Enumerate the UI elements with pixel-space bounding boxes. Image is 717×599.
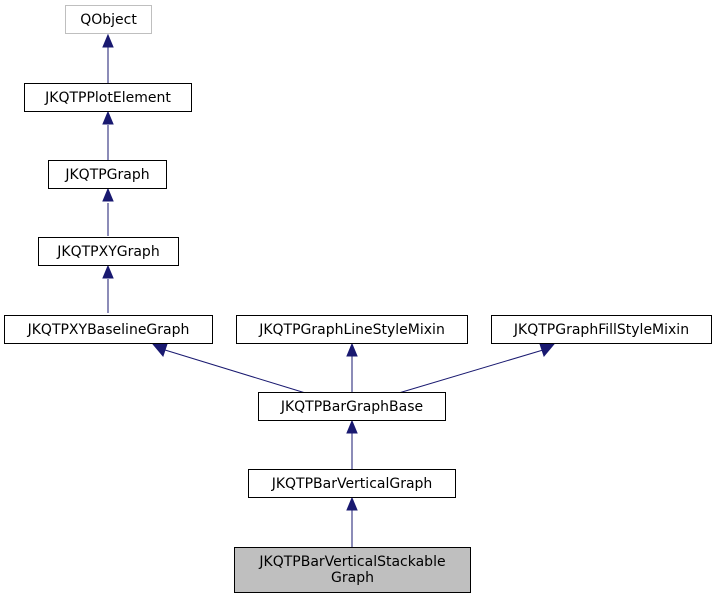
edge-bargraphbase-to-fillstyle [391, 349, 544, 396]
arrowhead-to-bargraphbase [346, 419, 358, 434]
class-node-stackable-label-line1: JKQTPBarVerticalStackable [259, 554, 446, 570]
edge-bargraphbase-to-xybaseline [164, 349, 313, 396]
arrowhead-to-xybaseline [151, 343, 168, 358]
arrowhead-to-xygraph [102, 264, 114, 279]
class-node-qobject: QObject [65, 5, 152, 34]
class-node-qobject-label: QObject [80, 11, 137, 28]
class-node-stackable-label-line2: Graph [331, 570, 374, 586]
arrowhead-to-linestyle [346, 342, 358, 357]
class-node-jkqtpbargraphbase[interactable]: JKQTPBarGraphBase [258, 392, 446, 421]
class-node-jkqtpgraphlinestylemixin-label: JKQTPGraphLineStyleMixin [259, 321, 445, 338]
class-node-jkqtpxygraph-label: JKQTPXYGraph [57, 243, 160, 260]
class-node-jkqtpgraphfillstylemixin[interactable]: JKQTPGraphFillStyleMixin [491, 315, 712, 344]
class-node-jkqtpgraphfillstylemixin-label: JKQTPGraphFillStyleMixin [513, 321, 690, 338]
arrowhead-to-fillstyle [539, 343, 556, 358]
class-node-jkqtpbargraphbase-label: JKQTPBarGraphBase [280, 398, 424, 415]
arrowhead-to-barvertical [346, 496, 358, 511]
class-node-jkqtpbarverticalgraph-label: JKQTPBarVerticalGraph [271, 475, 433, 492]
arrowhead-to-graph [102, 187, 114, 202]
arrowhead-to-plotelement [102, 110, 114, 125]
class-node-jkqtpgraph[interactable]: JKQTPGraph [48, 160, 167, 189]
class-node-jkqtpxybaselinegraph[interactable]: JKQTPXYBaselineGraph [4, 315, 213, 344]
class-node-jkqtpxygraph[interactable]: JKQTPXYGraph [38, 237, 179, 266]
arrowhead-to-qobject [102, 33, 114, 48]
class-node-jkqtpgraph-label: JKQTPGraph [65, 166, 150, 183]
class-node-jkqtpxybaselinegraph-label: JKQTPXYBaselineGraph [27, 321, 190, 338]
class-node-jkqtpbarverticalstackablegraph: JKQTPBarVerticalStackable Graph [234, 547, 471, 593]
class-node-jkqtpbarverticalgraph[interactable]: JKQTPBarVerticalGraph [248, 469, 456, 498]
class-node-jkqtpplotelement[interactable]: JKQTPPlotElement [24, 83, 192, 112]
class-node-jkqtpplotelement-label: JKQTPPlotElement [45, 89, 171, 106]
class-node-jkqtpgraphlinestylemixin[interactable]: JKQTPGraphLineStyleMixin [236, 315, 468, 344]
